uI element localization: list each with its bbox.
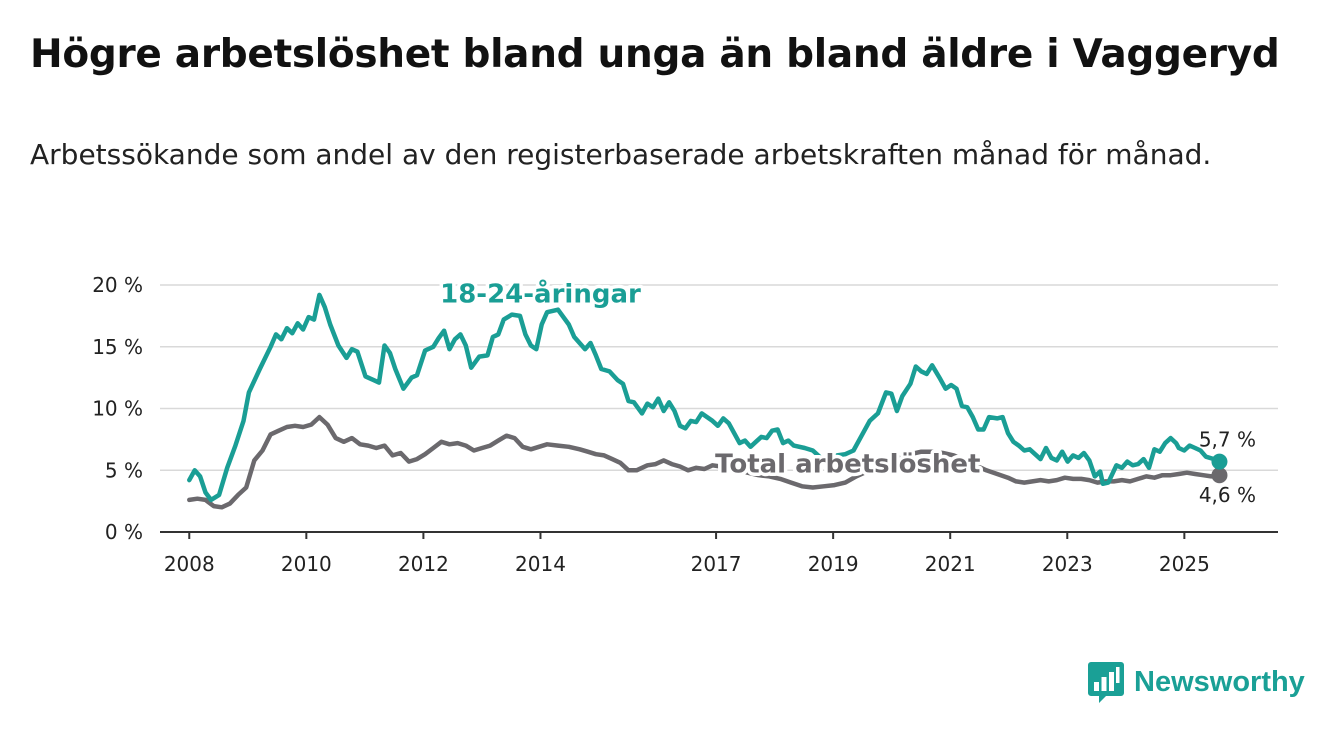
chart-subtitle: Arbetssökande som andel av den registerb… [30, 138, 1212, 171]
series-name-label-1: Total arbetslöshet [715, 450, 980, 480]
x-tick-label: 2008 [164, 552, 215, 576]
y-tick-label: 20 % [92, 273, 143, 297]
series-end-label-1: 4,6 % [1199, 483, 1256, 507]
x-tick-label: 2019 [808, 552, 859, 576]
x-tick-label: 2025 [1159, 552, 1210, 576]
newsworthy-chart-icon [1088, 662, 1124, 703]
y-tick-label: 0 % [105, 520, 143, 544]
series-line-1 [187, 414, 1222, 510]
x-axis: 2008 2010 2012 2014 2017 2019 2021 2023 2025 [160, 531, 1278, 576]
x-tick-label: 2021 [925, 552, 976, 576]
logo-label: Newsworthy [1134, 665, 1305, 698]
y-axis-labels: 0 % 5 % 10 % 15 % 20 % [92, 273, 143, 544]
series-end-point-1 [1211, 467, 1228, 484]
x-tick-label: 2023 [1042, 552, 1093, 576]
y-tick-label: 5 % [105, 458, 143, 482]
series-line-0 [187, 292, 1222, 503]
series-annotations: 4,6 % 5,7 % 18-24-åringar Total arbetslöshe… [437, 274, 1256, 507]
x-tick-label: 2010 [281, 552, 332, 576]
newsworthy-logo: Newsworthy [1088, 660, 1305, 704]
x-tick-label: 2014 [515, 552, 566, 576]
y-tick-label: 15 % [92, 335, 143, 359]
series-lines [187, 292, 1228, 510]
x-tick-label: 2017 [691, 552, 742, 576]
series-end-label-0: 5,7 % [1199, 428, 1256, 452]
series-name-label-0: 18-24-åringar [440, 277, 641, 309]
y-tick-label: 10 % [92, 397, 143, 421]
x-tick-label: 2012 [398, 552, 449, 576]
series-end-point-0 [1211, 453, 1228, 470]
chart-title: Högre arbetslöshet bland unga än bland ä… [30, 32, 1280, 77]
